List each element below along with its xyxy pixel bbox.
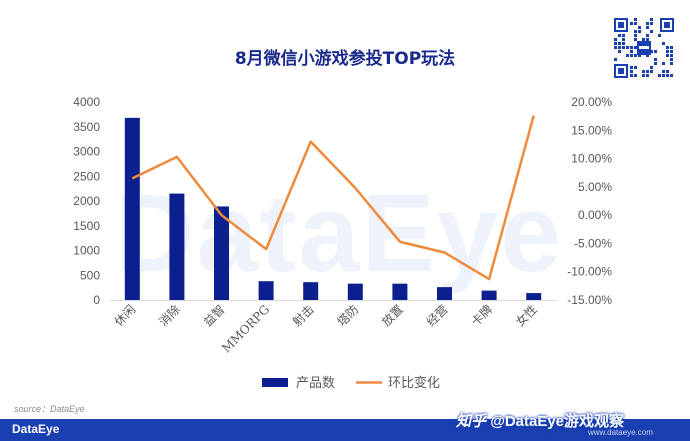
bar: [258, 281, 274, 300]
bar: [124, 117, 140, 300]
right-axis: -15.00% -10.00% -5.00% 0.00% 5.00% 10.00% 15.0…: [567, 95, 612, 307]
category-label: 放置: [378, 302, 406, 330]
legend-bar-swatch: [262, 378, 288, 387]
bar: [303, 282, 319, 300]
right-tick-label: -5.00%: [574, 236, 612, 250]
left-tick-label: 2500: [73, 169, 100, 183]
footer-site: www.dataeye.com: [588, 428, 653, 437]
right-tick-label: 20.00%: [571, 95, 612, 109]
category-label: 益智: [200, 302, 228, 330]
chart-title: 8月微信小游戏参投TOP玩法: [234, 49, 456, 69]
left-axis: 0 500 1000 1500 2000 2500 3000 3500 4000: [73, 95, 100, 307]
category-label: 塔防: [334, 302, 362, 330]
legend-bar-label: 产品数: [296, 376, 335, 391]
legend: 产品数 环比变化: [262, 375, 440, 391]
left-tick-label: 3000: [73, 145, 100, 159]
left-tick-label: 4000: [73, 95, 100, 109]
qr-code-icon: [612, 16, 676, 80]
category-label: 女性: [512, 302, 540, 330]
right-tick-label: 5.00%: [578, 180, 612, 194]
right-tick-label: 0.00%: [578, 208, 612, 222]
left-tick-label: 1500: [73, 219, 100, 233]
source-note: source：DataEye: [14, 404, 85, 414]
dataeye-logo: DataEye: [12, 422, 60, 436]
category-label: 休闲: [112, 302, 139, 329]
legend-line-label: 环比变化: [388, 375, 440, 391]
left-tick-label: 3500: [73, 120, 100, 134]
left-tick-label: 500: [80, 268, 100, 282]
bar: [347, 283, 363, 300]
left-tick-label: 1000: [73, 244, 100, 258]
left-tick-label: 2000: [73, 194, 100, 208]
bar: [526, 293, 542, 300]
category-label: 经营: [424, 302, 451, 329]
footer-bar: DataEye www.dataeye.com: [0, 419, 690, 441]
bar: [214, 206, 229, 300]
category-label: 射击: [289, 302, 317, 330]
right-tick-label: 10.00%: [571, 152, 612, 166]
category-label: 消除: [155, 302, 183, 330]
right-tick-label: 15.00%: [571, 123, 612, 137]
left-tick-label: 0: [93, 293, 100, 307]
category-label: MMORPG: [219, 302, 272, 355]
right-tick-label: -15.00%: [567, 293, 612, 307]
category-label: 卡牌: [468, 302, 495, 329]
bar: [169, 193, 185, 300]
zhihu-watermark: 知乎 @DataEye游戏观察: [456, 410, 624, 431]
bar: [481, 290, 497, 300]
bar: [437, 287, 452, 300]
bar-series: [124, 117, 542, 300]
right-tick-label: -10.00%: [567, 265, 612, 279]
bar: [392, 283, 408, 300]
zhihu-logo: 知乎: [456, 413, 487, 430]
zhihu-account: @DataEye游戏观察: [490, 413, 625, 430]
line-series: [131, 115, 535, 281]
line-path: [131, 115, 535, 281]
